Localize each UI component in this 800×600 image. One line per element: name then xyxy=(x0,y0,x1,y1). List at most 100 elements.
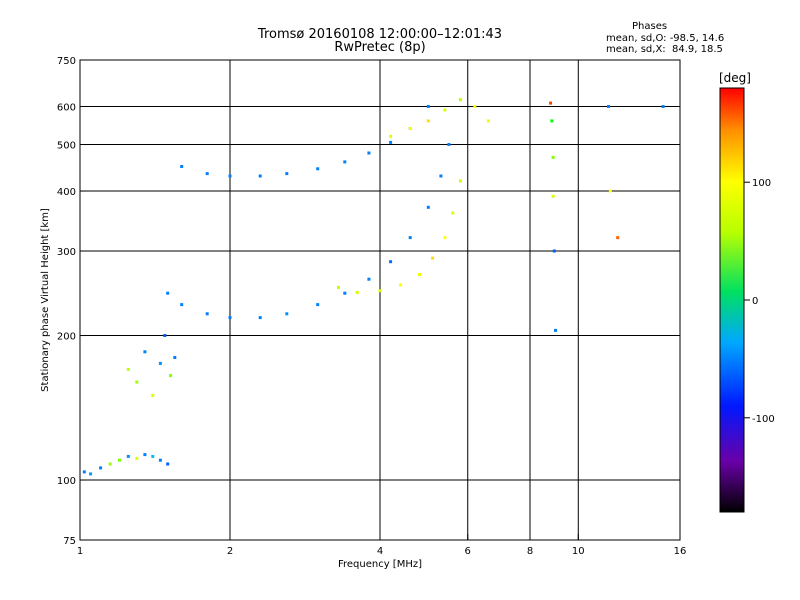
chart-subtitle: RwPretec (8p) xyxy=(334,40,426,55)
data-point xyxy=(143,350,147,354)
data-point xyxy=(285,312,289,316)
data-point xyxy=(389,260,393,264)
data-point xyxy=(451,211,455,215)
data-point xyxy=(551,155,555,159)
data-point xyxy=(554,328,557,332)
data-point xyxy=(258,174,262,178)
data-point xyxy=(258,316,262,320)
colorbar-tick-label: 100 xyxy=(752,178,771,189)
data-point xyxy=(616,236,620,240)
y-tick-label: 75 xyxy=(63,536,76,547)
x-axis-label: Frequency [MHz] xyxy=(338,559,422,570)
data-point xyxy=(426,105,430,108)
y-tick-label: 400 xyxy=(57,187,76,198)
data-point xyxy=(166,291,170,295)
phase-stats-heading: Phases xyxy=(632,21,668,32)
data-point xyxy=(443,236,447,240)
data-point xyxy=(228,174,232,178)
data-point xyxy=(426,205,430,209)
data-point xyxy=(608,189,612,193)
data-point xyxy=(389,134,393,138)
data-point xyxy=(458,179,462,183)
data-point xyxy=(431,256,435,260)
data-point xyxy=(143,453,147,457)
data-point xyxy=(661,105,665,108)
data-point xyxy=(367,277,371,281)
y-tick-label: 300 xyxy=(57,247,76,258)
data-point xyxy=(458,98,462,102)
data-point xyxy=(336,285,340,289)
data-point xyxy=(343,291,347,295)
data-point xyxy=(151,454,155,458)
data-point xyxy=(151,394,155,397)
y-axis-label: Stationary phase Virtual Height [km] xyxy=(40,208,51,392)
data-point xyxy=(408,236,412,240)
data-point xyxy=(418,273,421,276)
data-point xyxy=(443,108,447,112)
data-point xyxy=(408,127,412,130)
y-tick-label: 750 xyxy=(57,56,76,67)
data-point xyxy=(439,174,443,178)
chart-title: Tromsø 20160108 12:00:00–12:01:43 xyxy=(257,27,503,42)
x-tick-label: 10 xyxy=(572,546,585,557)
data-point xyxy=(316,167,320,171)
data-point xyxy=(108,462,112,466)
data-point xyxy=(551,194,555,198)
data-point xyxy=(378,289,382,293)
y-tick-label: 200 xyxy=(57,332,76,343)
data-point xyxy=(158,458,162,462)
data-point xyxy=(126,454,130,458)
y-tick-label: 600 xyxy=(57,103,76,114)
data-point xyxy=(399,283,403,287)
data-point xyxy=(82,470,86,474)
grid-lines xyxy=(80,60,680,540)
data-point xyxy=(163,334,167,337)
colorbar-tick-label: -100 xyxy=(752,414,775,425)
data-point xyxy=(447,143,451,146)
data-point xyxy=(135,380,139,384)
x-tick-label: 6 xyxy=(465,546,471,557)
data-point xyxy=(180,303,184,307)
x-tick-label: 8 xyxy=(527,546,533,557)
data-point xyxy=(549,101,553,105)
data-point xyxy=(228,316,232,320)
y-tick-label: 500 xyxy=(57,141,76,152)
y-axis-ticks: 75 100 200 300 400 500 600 750 xyxy=(57,56,86,547)
data-point xyxy=(158,361,162,365)
data-point xyxy=(355,290,359,294)
data-point xyxy=(89,472,93,476)
x-tick-label: 16 xyxy=(674,546,687,557)
colorbar-tick-label: 0 xyxy=(752,296,758,307)
x-axis-ticks: 1 2 4 6 8 10 16 xyxy=(77,534,687,557)
data-points xyxy=(82,98,665,476)
data-point xyxy=(426,119,430,123)
data-point xyxy=(118,458,121,462)
x-tick-label: 1 xyxy=(77,546,83,557)
data-point xyxy=(135,456,139,460)
data-point xyxy=(389,140,393,144)
data-point xyxy=(169,374,173,378)
data-point xyxy=(550,119,554,123)
data-point xyxy=(367,151,371,155)
data-point xyxy=(607,105,610,108)
data-point xyxy=(486,119,490,123)
data-point xyxy=(205,312,209,316)
phase-stats-x: mean, sd,X: 84.9, 18.5 xyxy=(606,44,723,55)
phase-stats-o: mean, sd,O: -98.5, 14.6 xyxy=(606,33,725,44)
data-point xyxy=(343,160,347,164)
data-point xyxy=(99,466,103,470)
phase-colorbar: [deg] 100 0 -100 xyxy=(719,71,775,513)
data-point xyxy=(552,249,556,253)
data-point xyxy=(285,172,289,176)
x-tick-label: 2 xyxy=(227,546,233,557)
colorbar-label: [deg] xyxy=(719,71,751,85)
colorbar-gradient xyxy=(719,87,745,513)
data-point xyxy=(180,165,184,168)
data-point xyxy=(173,356,177,359)
y-tick-label: 100 xyxy=(57,476,76,487)
data-point xyxy=(316,303,320,307)
data-point xyxy=(205,172,209,176)
data-point xyxy=(126,367,130,371)
